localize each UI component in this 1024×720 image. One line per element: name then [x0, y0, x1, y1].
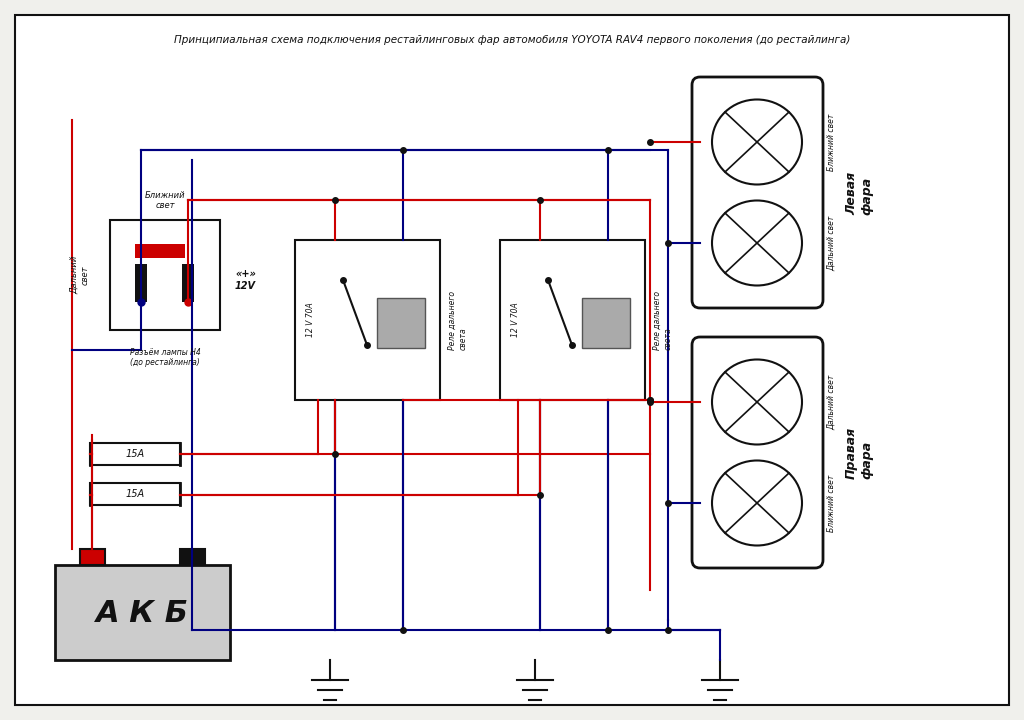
FancyBboxPatch shape [692, 337, 823, 568]
Text: 15A: 15A [125, 489, 144, 499]
Ellipse shape [712, 461, 802, 546]
Bar [182, 264, 194, 302]
Text: Реле дальнего
света: Реле дальнего света [653, 290, 673, 349]
Bar [295, 240, 440, 400]
Bar [135, 244, 185, 258]
Bar [582, 298, 630, 348]
Text: 12 V 70A: 12 V 70A [305, 302, 314, 338]
Ellipse shape [712, 200, 802, 286]
Text: А К Б: А К Б [95, 598, 188, 628]
Ellipse shape [712, 99, 802, 184]
Bar [110, 220, 220, 330]
Text: Ближний свет: Ближний свет [827, 113, 836, 171]
Text: 12 V 70A: 12 V 70A [511, 302, 519, 338]
Text: Дальний свет: Дальний свет [827, 215, 836, 271]
Bar [135, 264, 147, 302]
Text: Реле дальнего
света: Реле дальнего света [449, 290, 467, 349]
Bar [377, 298, 425, 348]
Text: Левая
фара: Левая фара [845, 171, 873, 215]
Text: Дальний
свет: Дальний свет [71, 256, 90, 294]
Text: Ближний
свет: Ближний свет [144, 191, 185, 210]
Text: Принципиальная схема подключения рестайлинговых фар автомобиля YOYOTA RAV4 перво: Принципиальная схема подключения рестайл… [174, 35, 850, 45]
Text: Правая
фара: Правая фара [845, 427, 873, 479]
FancyBboxPatch shape [692, 77, 823, 308]
Bar [90, 443, 180, 465]
Ellipse shape [712, 359, 802, 444]
Text: Разъём лампы H4
(до рестайлинга): Разъём лампы H4 (до рестайлинга) [130, 348, 201, 367]
Bar [500, 240, 645, 400]
Text: «+»
12V: «+» 12V [234, 269, 256, 291]
Text: Дальний свет: Дальний свет [827, 374, 836, 430]
Text: 15A: 15A [125, 449, 144, 459]
Text: Ближний свет: Ближний свет [827, 474, 836, 531]
Bar [80, 549, 105, 565]
Bar [180, 549, 205, 565]
Bar [55, 565, 230, 660]
Bar [90, 483, 180, 505]
